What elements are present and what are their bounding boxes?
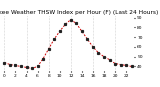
- Title: Milwaukee Weather THSW Index per Hour (F) (Last 24 Hours): Milwaukee Weather THSW Index per Hour (F…: [0, 10, 158, 15]
